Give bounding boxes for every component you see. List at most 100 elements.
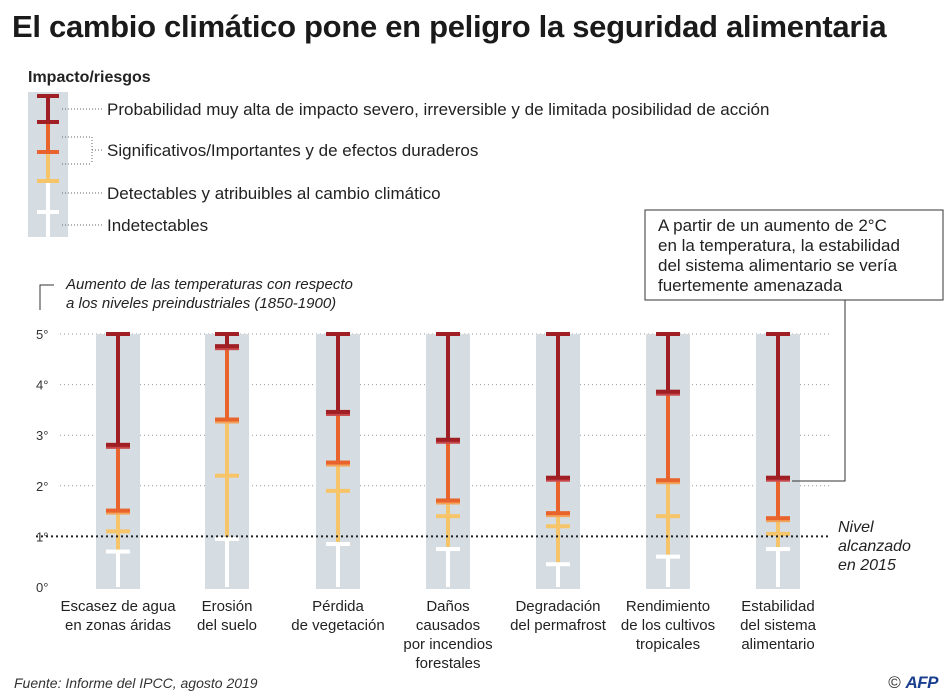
legend-cap xyxy=(37,94,59,98)
legend-cap xyxy=(37,120,59,124)
segment-3 xyxy=(556,478,560,514)
legend-segment xyxy=(46,152,50,181)
afp-logo: AFP xyxy=(905,673,939,692)
cap-shadow xyxy=(766,520,790,523)
cap-shadow xyxy=(326,464,350,467)
column-2 xyxy=(205,332,249,589)
cap xyxy=(436,437,460,443)
category-label: Daños causados por incendios forestales xyxy=(403,598,492,672)
cap xyxy=(106,332,130,336)
legend-title: Impacto/riesgos xyxy=(28,69,151,86)
cap xyxy=(656,332,680,336)
cap-shadow xyxy=(546,479,570,482)
cap xyxy=(326,541,350,546)
reference-label-text: Nivel alcanzado en 2015 xyxy=(838,519,911,574)
legend-cap xyxy=(37,179,59,183)
cap-shadow xyxy=(656,393,680,396)
cap xyxy=(106,508,130,514)
reference-label: Nivel alcanzado en 2015 xyxy=(838,519,911,574)
annotation-text: A partir de un aumento de 2°C en la tempe… xyxy=(658,216,900,295)
legend-item-1: Probabilidad muy alta de impacto severo,… xyxy=(107,100,769,119)
y-tick-label: 5° xyxy=(36,327,48,342)
legend-item-4: Indetectables xyxy=(107,216,208,235)
segment-2 xyxy=(666,480,670,557)
cap xyxy=(656,514,680,519)
legend-segment xyxy=(46,122,50,152)
cap-shadow xyxy=(766,479,790,482)
y-tick-label: 2° xyxy=(36,479,48,494)
cap xyxy=(436,498,460,504)
column-1 xyxy=(96,332,140,589)
axis-caption-bracket xyxy=(39,284,54,310)
cap xyxy=(546,562,570,567)
copyright-symbol: © xyxy=(888,673,901,692)
category-label: Estabilidad del sistema alimentario xyxy=(740,598,817,653)
cap-shadow xyxy=(546,515,570,518)
cap xyxy=(766,516,790,522)
cap xyxy=(436,332,460,336)
segment-4 xyxy=(446,334,450,441)
cap xyxy=(656,389,680,395)
segment-2 xyxy=(446,500,450,550)
legend: Probabilidad muy alta de impacto severo,… xyxy=(28,92,769,240)
segment-2 xyxy=(225,420,229,539)
cap xyxy=(766,547,790,552)
cap xyxy=(766,332,790,336)
credit: © AFP xyxy=(888,673,938,693)
y-tick-label: 4° xyxy=(36,378,48,393)
y-tick-label: 0° xyxy=(36,580,48,595)
legend-item-3: Detectables y atribuibles al cambio clim… xyxy=(107,184,441,203)
legend-cap xyxy=(37,210,59,214)
cap-shadow xyxy=(106,446,130,449)
segment-1 xyxy=(666,556,670,587)
annotation-box xyxy=(644,209,944,301)
segment-1 xyxy=(336,543,340,587)
category-label: Erosión del suelo xyxy=(197,598,257,634)
segment-4 xyxy=(225,334,229,347)
segment-1 xyxy=(116,551,120,587)
category-labels: Escasez de agua en zonas áridas Erosión del… xyxy=(60,598,816,672)
segment-1 xyxy=(556,564,560,587)
cap xyxy=(546,332,570,336)
segment-2 xyxy=(556,513,560,565)
cap-shadow xyxy=(656,482,680,485)
segment-3 xyxy=(336,412,340,464)
segment-4 xyxy=(336,334,340,413)
cap xyxy=(326,409,350,415)
column-7 xyxy=(756,332,800,589)
cap xyxy=(656,478,680,484)
cap xyxy=(215,473,239,478)
segment-2 xyxy=(336,463,340,544)
cap xyxy=(546,524,570,529)
cap xyxy=(546,511,570,517)
cap xyxy=(215,344,239,350)
cap xyxy=(106,442,130,448)
cap xyxy=(546,475,570,481)
segment-1 xyxy=(776,549,780,587)
cap-shadow xyxy=(326,413,350,416)
cap-shadow xyxy=(215,348,239,351)
column-5 xyxy=(536,332,580,589)
cap-shadow xyxy=(436,441,460,444)
segment-3 xyxy=(666,392,670,481)
segment-3 xyxy=(446,440,450,501)
cap xyxy=(656,554,680,559)
category-label: Escasez de agua en zonas áridas xyxy=(60,598,176,634)
y-tick-label: 3° xyxy=(36,428,48,443)
column-4 xyxy=(426,332,470,589)
category-label: Degradación del permafrost xyxy=(510,598,607,634)
segment-3 xyxy=(225,346,229,421)
cap xyxy=(436,514,460,519)
segment-3 xyxy=(776,478,780,519)
cap-shadow xyxy=(106,512,130,515)
cap-shadow xyxy=(215,421,239,424)
segment-4 xyxy=(776,334,780,479)
cap xyxy=(215,332,239,336)
y-tick-labels: 0°1°2°3°4°5° xyxy=(36,327,48,595)
segment-1 xyxy=(446,549,450,587)
cap xyxy=(436,547,460,552)
cap-shadow xyxy=(436,502,460,505)
legend-segment xyxy=(46,96,50,122)
segment-1 xyxy=(225,538,229,587)
source-note: Fuente: Informe del IPCC, agosto 2019 xyxy=(14,675,258,691)
